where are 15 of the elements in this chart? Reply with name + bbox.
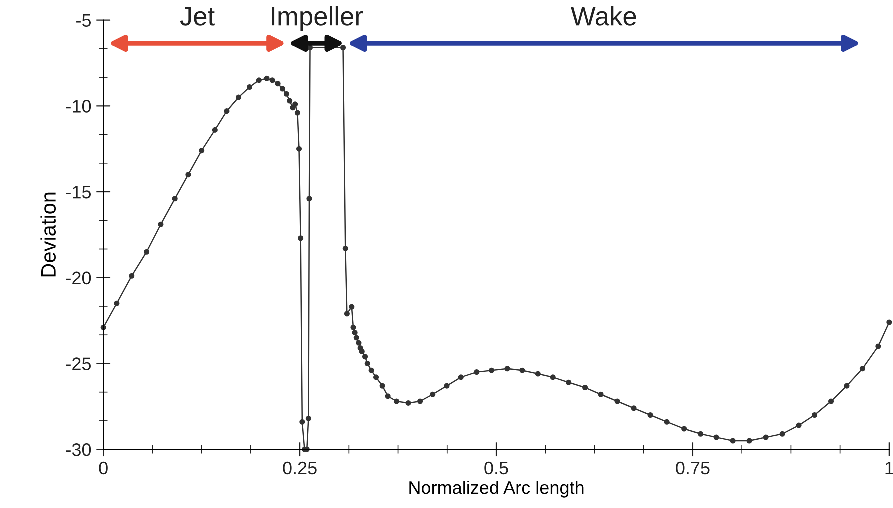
y-tick-label: -5: [76, 14, 92, 28]
x-axis-title: Normalized Arc length: [410, 480, 584, 498]
annotation: Jet: [180, 7, 215, 26]
y-axis-title: Deviation: [40, 192, 56, 277]
y-tick-label: -15: [66, 186, 92, 199]
y-tick-label: -10: [66, 100, 92, 113]
x-tick-label: 0.75: [676, 462, 710, 475]
x-tick-label: 0: [99, 462, 108, 475]
x-tick-label: 0.25: [283, 462, 317, 475]
y-tick-label: -20: [66, 272, 92, 285]
x-tick-label: 0.5: [484, 462, 508, 475]
y-tick-label: -30: [66, 444, 92, 456]
y-tick-label: -25: [66, 358, 92, 370]
annotation: Wake: [571, 6, 636, 26]
annotation: Impeller: [272, 6, 364, 32]
